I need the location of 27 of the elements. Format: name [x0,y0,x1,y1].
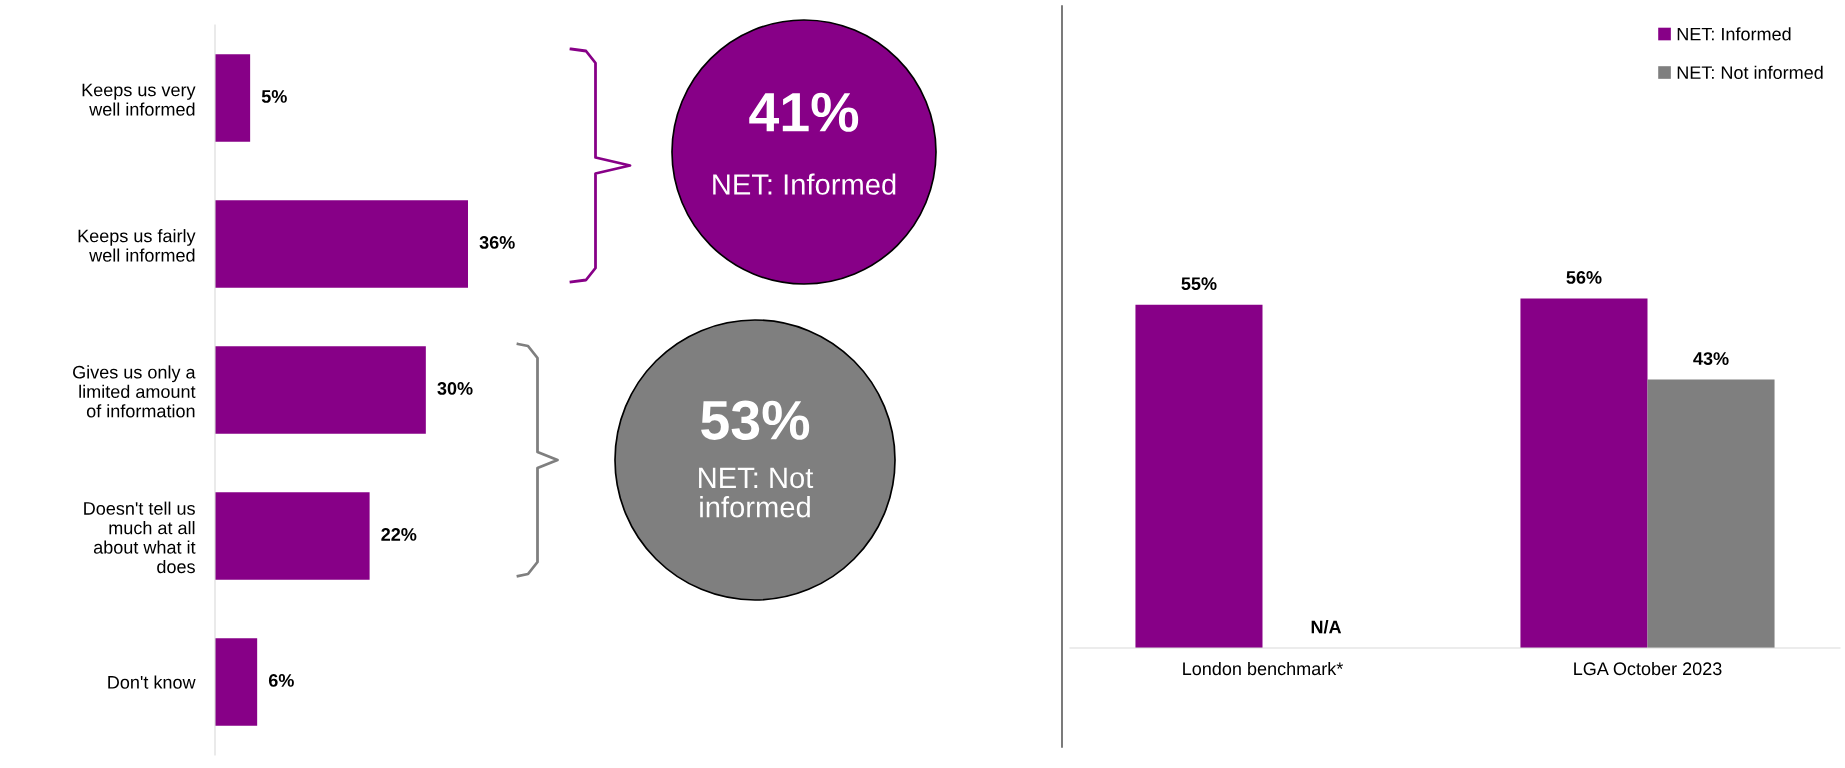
y-tick-label: Keeps us fairly well informed [78,229,196,262]
y-tick-label: Keeps us very well informed [82,83,196,116]
bar [215,638,258,726]
bar [215,54,251,142]
legend-label: NET: Not informed [1677,65,1823,80]
bar [215,346,426,434]
data-label: 6% [268,674,294,687]
bar [215,200,468,288]
data-label: 5% [261,90,287,103]
legend-label: NET: Informed [1677,27,1791,41]
bar [215,492,370,580]
text: N/A [1311,620,1342,634]
x-tick-label: London benchmark* [1183,661,1344,676]
text: NET: Informed [713,173,896,195]
data-label: 56% [1566,271,1602,284]
data-label: 36% [479,236,515,249]
data-label: 30% [437,382,473,395]
x-tick-label: LGA October 2023 [1574,661,1722,676]
data-label: 43% [1693,352,1729,365]
y-tick-label: Gives us only a limited amount of information [73,365,196,418]
y-tick-label: Doesn't tell us much at all about what it does [84,501,196,574]
data-label: 55% [1181,277,1217,291]
text: NET: Not informed [699,467,814,518]
data-label: 22% [381,528,417,541]
text: 53% [701,400,810,440]
text: 41% [749,92,859,132]
y-tick-label: Don't know [108,675,196,689]
